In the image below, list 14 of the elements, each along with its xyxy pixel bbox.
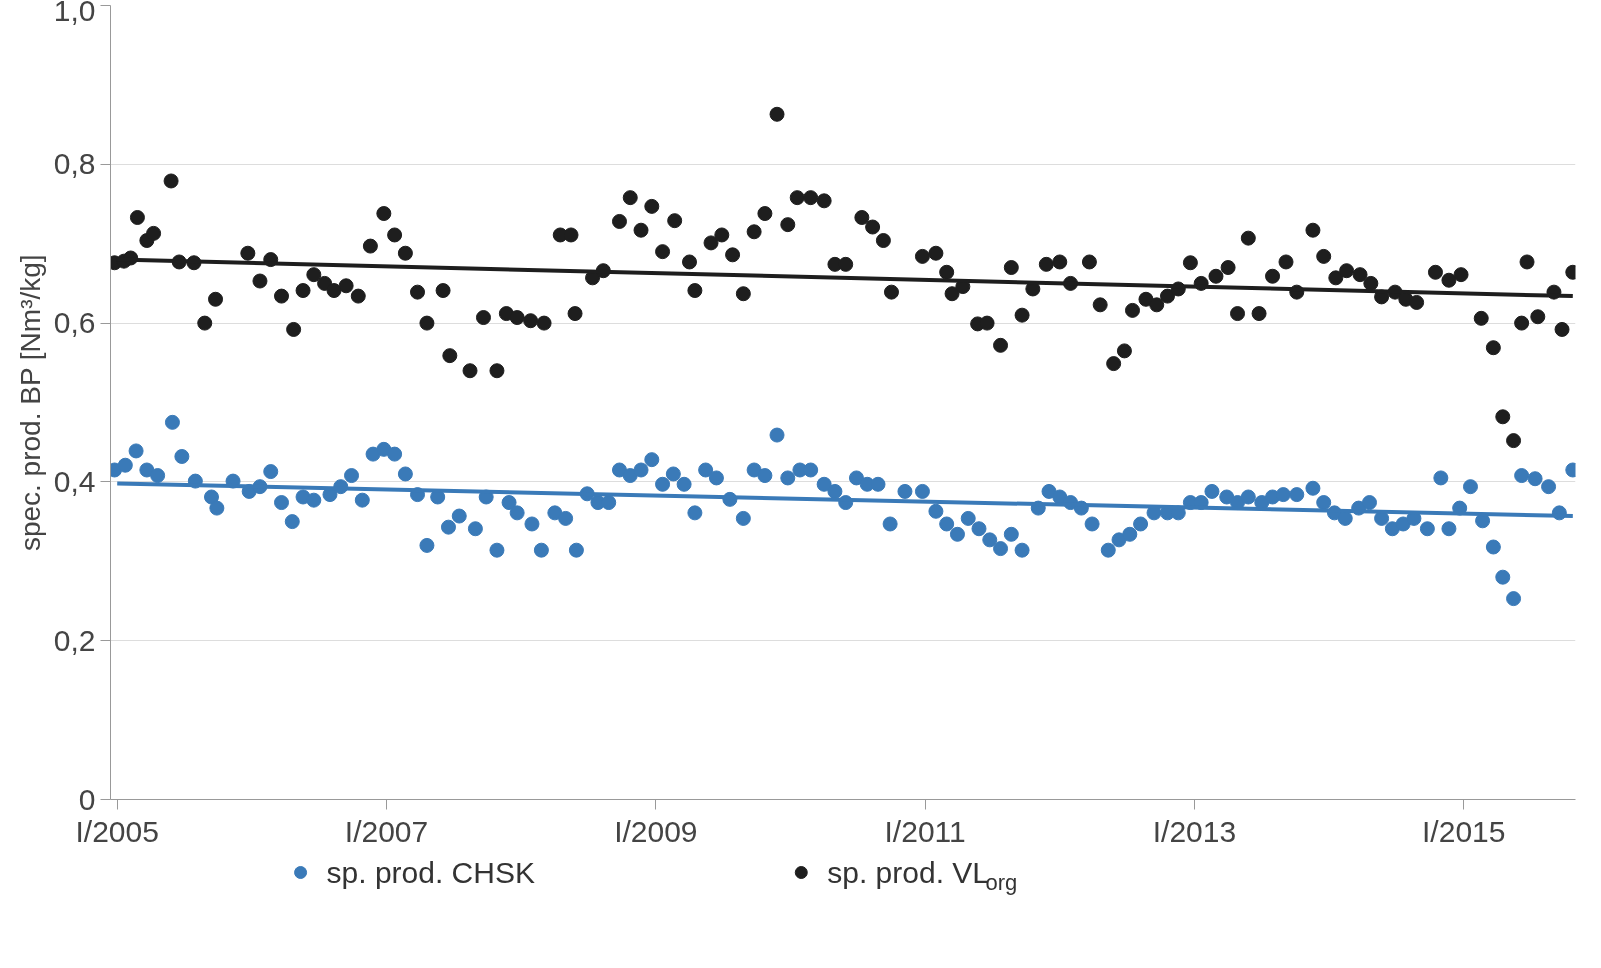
x-tick-label: I/2015 <box>1422 814 1506 848</box>
y-tick-label: 0,4 <box>53 464 96 498</box>
legend-label: sp. prod. CHSK <box>326 856 535 889</box>
x-tick-label: I/2005 <box>75 814 159 848</box>
x-tick-label: I/2013 <box>1152 814 1237 848</box>
y-tick-label: 1,0 <box>53 0 96 27</box>
x-tick-label: I/2007 <box>344 814 429 848</box>
x-tick-label: I/2009 <box>614 814 698 848</box>
y-tick-label: 0,6 <box>53 306 96 340</box>
y-tick-label: 0,2 <box>53 623 96 657</box>
y-tick-label: 0,8 <box>53 147 96 181</box>
y-axis-title: spec. prod. BP [Nm³/kg] <box>14 254 46 552</box>
y-tick-label: 0 <box>78 782 96 816</box>
x-tick-label: I/2011 <box>884 814 966 848</box>
